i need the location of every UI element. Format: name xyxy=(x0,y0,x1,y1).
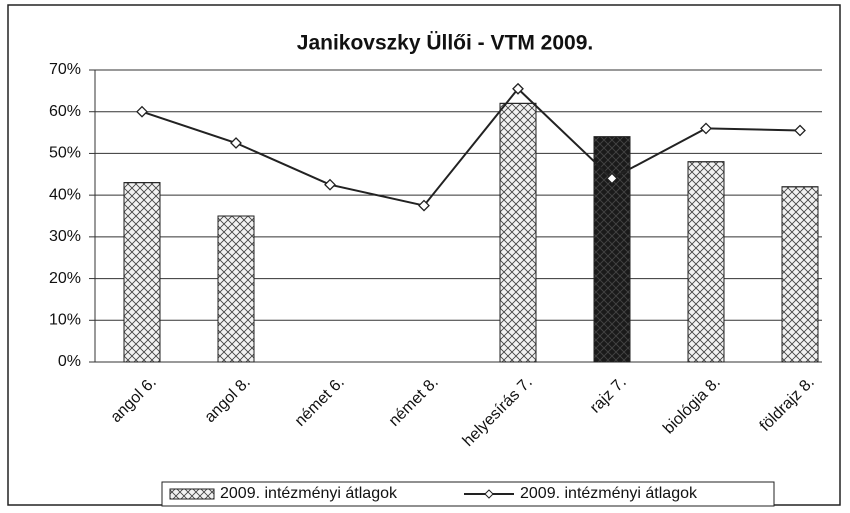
y-tick-label: 50% xyxy=(49,145,81,162)
legend-label: 2009. intézményi átlagok xyxy=(220,485,398,502)
y-tick-label: 0% xyxy=(58,353,81,370)
bar xyxy=(687,161,725,363)
bar xyxy=(217,215,255,363)
bar xyxy=(593,136,631,363)
marker xyxy=(418,199,430,212)
marker xyxy=(136,105,148,118)
legend-swatch-pattern xyxy=(169,488,215,500)
marker xyxy=(700,122,712,135)
bar xyxy=(499,102,537,363)
bar xyxy=(123,182,161,363)
y-tick-label: 20% xyxy=(49,270,81,287)
marker xyxy=(324,178,336,191)
marker xyxy=(230,137,242,149)
y-tick-label: 10% xyxy=(49,312,81,329)
marker xyxy=(512,82,524,95)
bar xyxy=(781,186,819,363)
legend-label: 2009. intézményi átlagok xyxy=(520,485,698,502)
y-tick-label: 30% xyxy=(49,228,81,245)
line xyxy=(141,87,801,207)
y-tick-label: 60% xyxy=(49,103,81,120)
y-tick-label: 40% xyxy=(49,186,81,203)
marker xyxy=(606,172,618,185)
legend-marker xyxy=(484,489,494,499)
chart-title: Janikovszky Üllői - VTM 2009. xyxy=(297,32,593,55)
marker xyxy=(794,124,806,137)
y-tick-label: 70% xyxy=(49,61,81,78)
